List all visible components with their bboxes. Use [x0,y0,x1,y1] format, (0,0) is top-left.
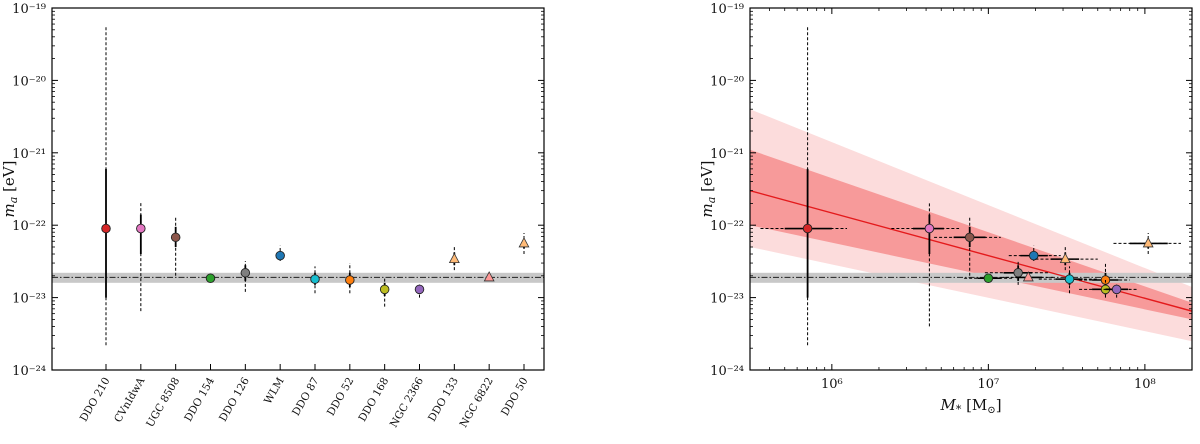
y-tick-label: 10⁻²³ [710,292,744,307]
x-category-label-wlm: WLM [262,375,287,406]
x-category-label-ngc-6822: NGC 6822 [458,375,496,429]
marker-cvnidwa [136,223,146,234]
x-category-label-cvnidwa: CVnIdwA [112,375,148,425]
marker-ddo-87 [1064,274,1075,284]
plot-area [750,26,1192,346]
marker-wlm [275,250,285,261]
marker-ddo-210 [101,223,111,234]
y-tick-label: 10⁻²³ [12,292,46,307]
y-tick-label: 10⁻²¹ [12,147,46,162]
y-tick-label: 10⁻²¹ [710,147,744,162]
x-category-label-ddo-50: DDO 50 [499,376,530,419]
y-tick-label: 10⁻¹⁹ [710,2,744,17]
x-category-label-ddo-87: DDO 87 [290,376,321,419]
marker-ngc-2366 [1111,284,1122,295]
y-tick-label: 10⁻²⁴ [12,364,46,379]
y-tick-label: 10⁻²⁴ [710,364,744,379]
x-category-label-ddo-133: DDO 133 [426,376,461,424]
marker-ddo-133 [1059,252,1071,264]
x-category-label-ugc-8508: UGC 8508 [144,376,182,430]
right-panel-mass-vs-stellar-mass: 10⁶ 10⁷ 10⁸ M* [M⊙] 10⁻²⁴ 10⁻²³ 10⁻²² 10⁻²¹ 10⁻²… [698,2,1193,416]
marker-ugc-8508 [170,232,181,243]
x-category-label-ddo-52: DDO 52 [325,376,356,419]
marker-ddo-154 [983,273,994,284]
x-category-label-ddo-154: DDO 154 [182,375,217,424]
marker-ddo-50 [1142,237,1154,248]
marker-ngc-6822 [1022,271,1034,282]
x-category-label-ddo-210: DDO 210 [78,376,113,424]
plot-frame [51,7,545,371]
marker-ddo-126 [1013,268,1023,278]
marker-cvnidwa [924,223,935,234]
marker-ddo-126 [240,268,251,278]
marker-ngc-2366 [414,284,425,295]
x-category-label-ddo-126: DDO 126 [217,375,252,424]
plot-frame [749,7,1193,371]
marker-ddo-133 [448,252,460,264]
marker-ddo-210 [802,223,813,234]
marker-ddo-87 [310,274,320,284]
marker-ddo-154 [205,273,216,284]
x-tick-label: 10⁶ [821,377,843,392]
y-axis-label: ma [eV] [698,161,718,218]
x-tick-label: 10⁸ [1134,377,1156,392]
marker-ngc-6822 [483,271,495,282]
x-category-label-ddo-168: DDO 168 [356,376,391,424]
marker-ddo-50 [518,237,530,248]
y-tick-label: 10⁻²² [12,219,46,234]
y-tick-label: 10⁻¹⁹ [12,2,46,17]
y-tick-label: 10⁻²² [710,219,744,234]
marker-ddo-168 [379,284,390,295]
y-tick-label: 10⁻²⁰ [12,74,46,89]
x-tick-label: 10⁷ [977,377,999,392]
y-axis-label: ma [eV] [0,161,20,218]
marker-wlm [1029,250,1039,261]
marker-ugc-8508 [964,232,975,243]
y-tick-label: 10⁻²⁰ [710,74,744,89]
x-axis-label: M* [M⊙] [939,396,1001,416]
x-category-label-ngc-2366: NGC 2366 [388,375,426,429]
marker-ddo-52 [345,275,355,285]
